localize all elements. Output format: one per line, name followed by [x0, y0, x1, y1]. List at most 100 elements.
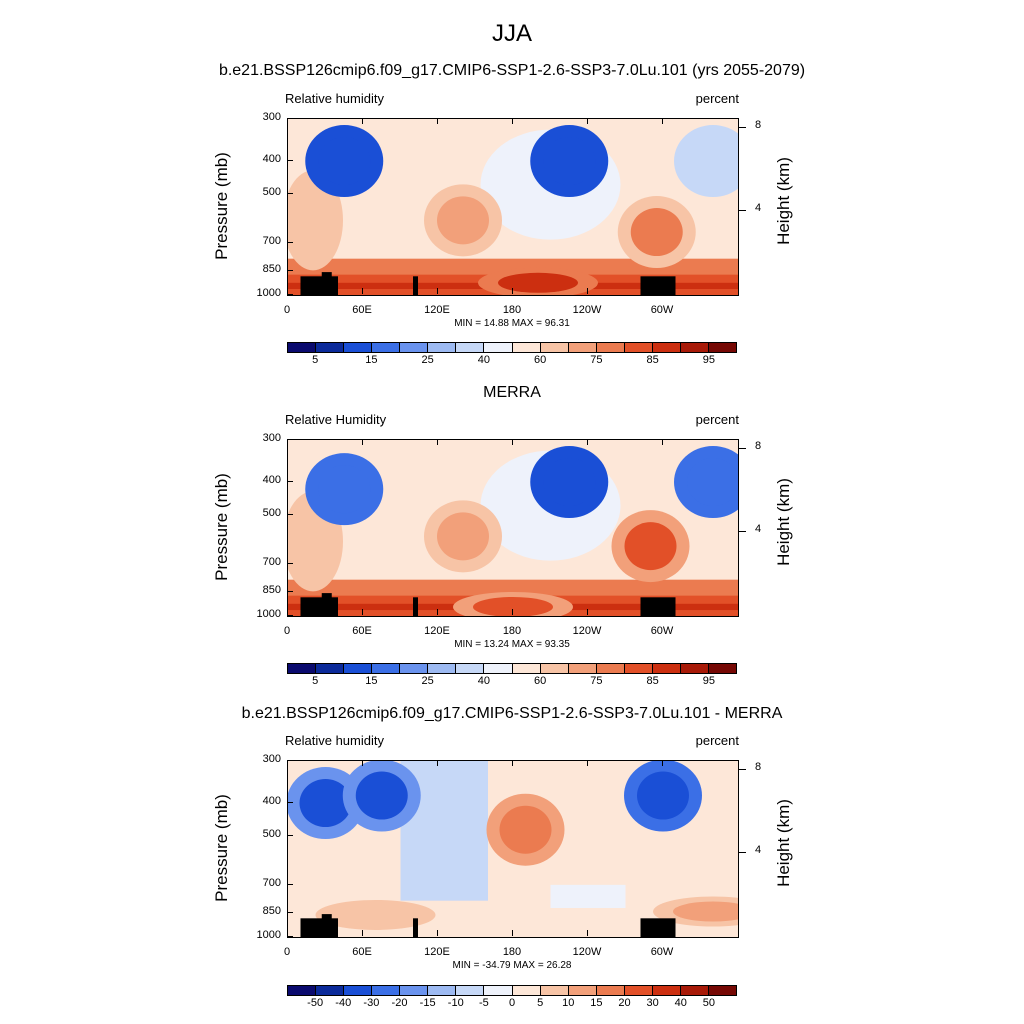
x-tick-label: 120W [572, 304, 602, 316]
panel-title: MERRA [483, 384, 541, 401]
x-tick-mark [662, 609, 663, 615]
x-tick-mark-top [587, 118, 588, 124]
variable-label: Relative humidity [285, 733, 384, 748]
x-tick-mark-top [437, 760, 438, 766]
feature-core [543, 137, 596, 186]
colorbar-label: 95 [702, 675, 715, 687]
colorbar-label: 20 [618, 997, 631, 1009]
colorbar [287, 985, 737, 996]
x-tick-mark [587, 930, 588, 936]
height-tick-mark [738, 210, 746, 212]
colorbar [287, 663, 737, 674]
colorbar-label: 75 [590, 354, 603, 366]
colorbar-label: 40 [674, 997, 687, 1009]
x-tick-label: 60W [650, 625, 674, 637]
terrain-block [300, 597, 338, 616]
feature-core [473, 596, 553, 616]
y-tick-label: 700 [262, 555, 281, 568]
colorbar-label: 50 [702, 997, 715, 1009]
x-tick-label: 60W [650, 304, 674, 316]
contour-plot [287, 760, 739, 938]
height-tick-label: 4 [755, 523, 762, 536]
x-tick-mark-top [362, 760, 363, 766]
feature-core [498, 272, 578, 293]
colorbar-label: 60 [534, 354, 547, 366]
colorbar-swatch [624, 986, 653, 995]
colorbar-label: -40 [335, 997, 352, 1009]
colorbar-swatch [568, 986, 597, 995]
x-tick-mark [662, 930, 663, 936]
height-tick-mark [738, 447, 746, 449]
feature-core [687, 458, 738, 507]
x-tick-mark-top [287, 118, 288, 124]
y-tick-mark [287, 513, 293, 515]
colorbar-swatch [596, 986, 625, 995]
x-tick-label: 0 [283, 625, 291, 637]
height-tick-label: 4 [755, 844, 762, 857]
variable-label: Relative humidity [285, 91, 384, 106]
y-tick-label: 300 [262, 111, 281, 123]
colorbar-swatch [680, 343, 709, 352]
x-tick-mark-top [587, 439, 588, 445]
y-tick-mark [287, 439, 293, 440]
y-tick-label: 850 [262, 263, 281, 276]
terrain-block [413, 276, 418, 295]
colorbar-label: -5 [478, 997, 489, 1009]
colorbar-label: 25 [421, 354, 434, 366]
y-tick-mark [287, 562, 293, 564]
colorbar-swatch [400, 664, 429, 673]
x-tick-label: 120W [572, 625, 602, 637]
y-tick-mark [287, 160, 293, 162]
y2-axis-label: Height (km) [774, 478, 793, 566]
feature-core [318, 137, 371, 186]
colorbar-swatch [568, 664, 597, 673]
terrain-block [300, 918, 338, 937]
x-tick-label: 60E [352, 625, 372, 637]
x-tick-mark [287, 288, 288, 294]
x-tick-mark-top [437, 439, 438, 445]
colorbar-label: 85 [646, 354, 659, 366]
y-tick-label: 400 [262, 474, 281, 487]
variable-label: Relative Humidity [285, 412, 387, 427]
y-tick-label: 300 [262, 753, 281, 765]
x-tick-mark-top [287, 760, 288, 766]
colorbar-swatch [680, 986, 709, 995]
colorbar-swatch [400, 343, 429, 352]
colorbar-swatch [316, 343, 345, 352]
x-tick-label: 0 [283, 946, 291, 958]
x-tick-label: 60W [650, 946, 674, 958]
colorbar-swatch [400, 986, 429, 995]
x-tick-label: 180 [502, 625, 522, 637]
x-tick-mark [512, 930, 513, 936]
height-tick-mark [738, 768, 746, 770]
x-tick-mark [287, 609, 288, 615]
units-label: percent [695, 733, 739, 748]
colorbar-swatch [316, 986, 345, 995]
x-tick-mark [437, 609, 438, 615]
y-tick-mark [287, 270, 293, 272]
x-tick-mark [662, 288, 663, 294]
feature-core [687, 137, 738, 186]
colorbar-swatch [484, 343, 513, 352]
feature-core [437, 196, 489, 245]
colorbar-swatch [316, 664, 345, 673]
y-axis-label: Pressure (mb) [212, 473, 231, 581]
colorbar-swatch [708, 986, 736, 995]
colorbar-swatch [568, 343, 597, 352]
colorbar-swatch [288, 664, 317, 673]
feature-core [499, 805, 552, 854]
y-tick-mark [287, 118, 293, 119]
colorbar-label: -50 [307, 997, 324, 1009]
terrain-block [321, 272, 332, 295]
y-tick-mark [287, 481, 293, 483]
y-tick-label: 1000 [256, 608, 281, 620]
feature-core [437, 512, 489, 561]
colorbar-label: 30 [646, 997, 659, 1009]
colorbar-label: 95 [702, 354, 715, 366]
x-tick-mark-top [287, 439, 288, 445]
min-max-readout: MIN = -34.79 MAX = 26.28 [452, 960, 572, 971]
colorbar-swatch [652, 986, 681, 995]
y-tick-mark [287, 760, 293, 761]
x-tick-mark-top [662, 439, 663, 445]
y-tick-mark [287, 883, 293, 885]
